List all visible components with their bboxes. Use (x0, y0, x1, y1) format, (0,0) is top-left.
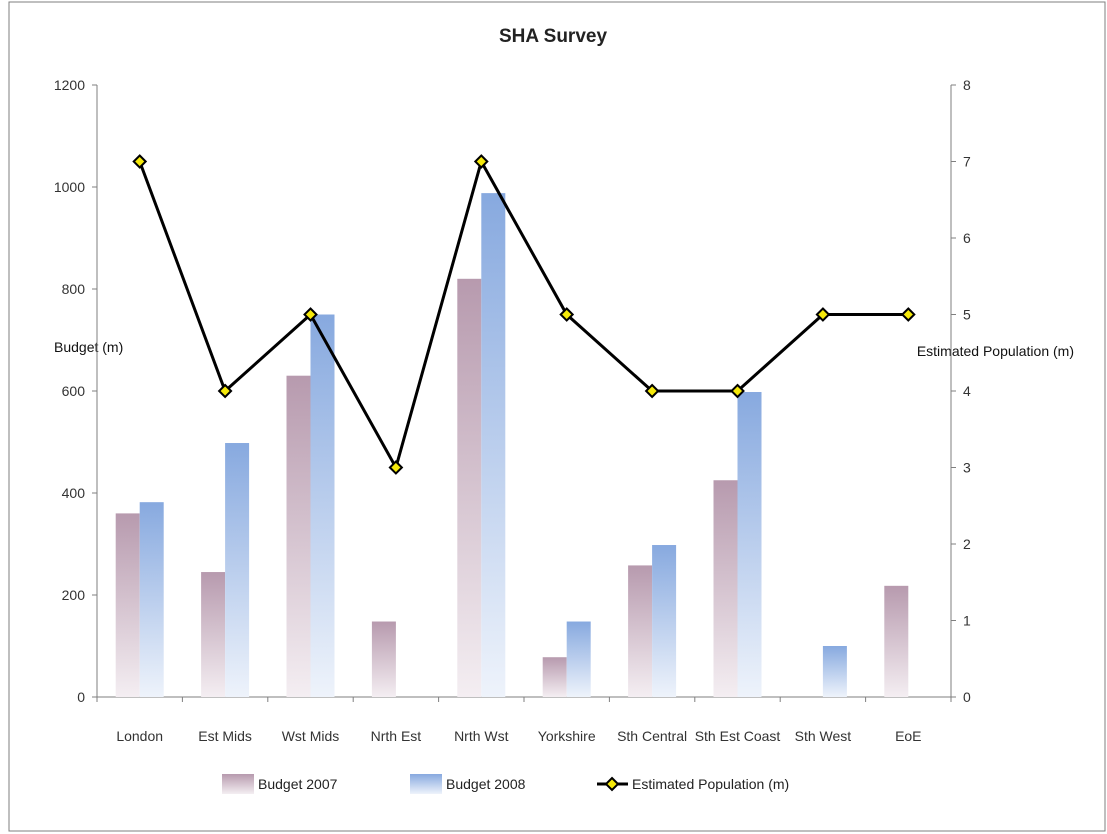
bar-2007 (542, 657, 567, 697)
bar-2008 (822, 646, 847, 697)
y2-tick-label: 6 (963, 230, 971, 246)
legend-label-2008: Budget 2008 (446, 776, 526, 792)
population-marker (730, 383, 745, 399)
population-marker (132, 154, 148, 169)
bar-2008 (566, 621, 591, 697)
y-tick-label: 1000 (54, 179, 85, 195)
population-marker (559, 307, 575, 322)
bar-2007 (371, 621, 396, 697)
y-tick-label: 800 (62, 281, 86, 297)
x-tick-label: Sth Central (617, 728, 687, 744)
y-tick-label: 200 (62, 587, 86, 603)
population-marker (900, 307, 916, 322)
y2-tick-label: 5 (963, 307, 971, 323)
bar-2008 (310, 314, 335, 697)
population-marker (217, 383, 233, 399)
x-tick-label: Nrth Est (371, 728, 422, 744)
chart-area-border (8, 1, 1106, 832)
bar-2008 (481, 193, 506, 697)
y-tick-label: 400 (62, 485, 86, 501)
y2-tick-label: 8 (963, 77, 971, 93)
bar-2007 (286, 375, 311, 697)
bar-2007 (713, 480, 738, 697)
bar-2008 (652, 545, 677, 697)
x-tick-label: Yorkshire (538, 728, 596, 744)
bar-2007 (115, 513, 140, 697)
legend-swatch-marker (604, 776, 620, 792)
bar-2008 (225, 443, 250, 697)
x-tick-label: London (116, 728, 163, 744)
bar-2007 (628, 565, 653, 697)
population-marker (644, 383, 660, 399)
x-tick-label: Sth West (795, 728, 852, 744)
legend-swatch-2007 (222, 774, 254, 794)
y2-tick-label: 1 (963, 613, 971, 629)
y2-tick-label: 2 (963, 536, 971, 552)
y-axis-label: Budget (m) (54, 339, 123, 355)
population-line (138, 157, 909, 472)
plot-marks: 0 200 400 600 800 1000 1200 0 1 2 3 4 5 6 7 8 London Est … (54, 77, 971, 794)
bar-2007 (201, 572, 226, 697)
y2-tick-label: 4 (963, 383, 971, 399)
y-tick-label: 0 (77, 689, 85, 705)
bar-2007 (884, 585, 909, 697)
y2-tick-label: 7 (963, 154, 971, 170)
y2-tick-label: 0 (963, 689, 971, 705)
chart-title: SHA Survey (499, 26, 607, 47)
legend-label-2007: Budget 2007 (258, 776, 338, 792)
y2-tick-label: 3 (963, 460, 971, 476)
bar-2008 (737, 392, 762, 697)
bar-2008 (139, 502, 164, 697)
x-tick-label: Nrth Wst (454, 728, 509, 744)
population-marker (815, 307, 831, 322)
bar-2007 (457, 278, 482, 697)
x-tick-label: Wst Mids (282, 728, 340, 744)
population-marker (388, 460, 404, 475)
population-marker (303, 307, 318, 322)
legend-swatch-2008 (410, 774, 442, 794)
population-marker (473, 154, 489, 169)
y-tick-label: 600 (62, 383, 86, 399)
legend-label-population: Estimated Population (m) (632, 776, 789, 792)
y-tick-label: 1200 (54, 77, 85, 93)
x-tick-label: Est Mids (198, 728, 252, 744)
x-tick-label: Sth Est Coast (695, 728, 781, 744)
x-tick-label: EoE (895, 728, 921, 744)
y2-axis-label: Estimated Population (m) (917, 343, 1074, 359)
